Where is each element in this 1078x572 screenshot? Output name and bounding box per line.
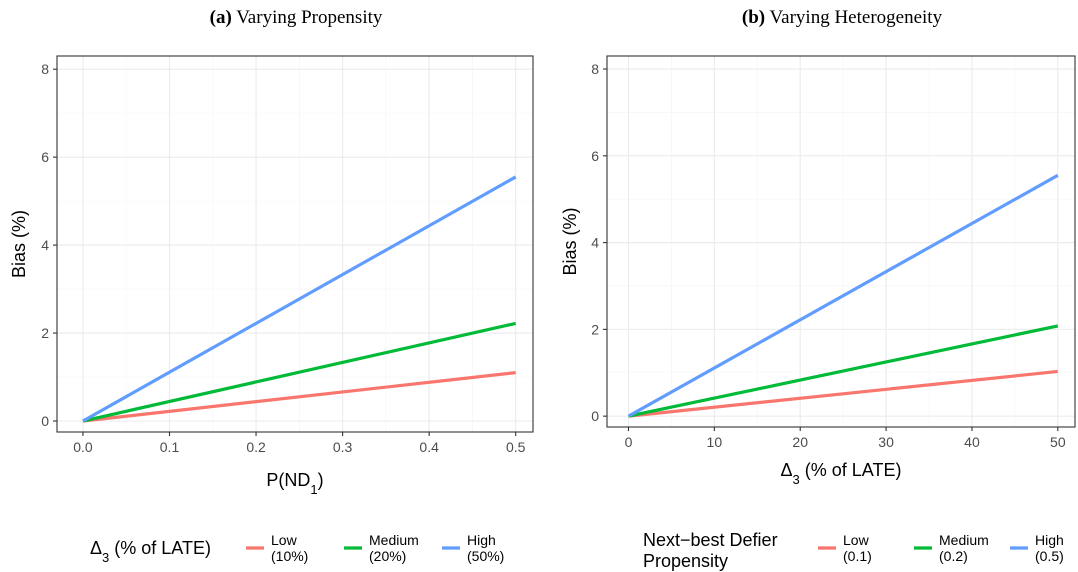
legend-label-line2: (0.2) [939, 548, 968, 564]
y-tick-label: 6 [591, 148, 599, 164]
y-tick-label: 4 [591, 235, 599, 251]
series-line-medium [82, 321, 517, 423]
legend-label-line2: (0.5) [1035, 548, 1064, 564]
x-tick-label: 0.0 [73, 439, 93, 455]
x-tick-label: 0.1 [160, 439, 180, 455]
legend-title-main: Δ [90, 538, 102, 558]
legend-label-line2: (20%) [369, 548, 406, 564]
y-axis-label: Bias (%) [560, 207, 580, 275]
legend-title-line2: Propensity [643, 551, 728, 571]
x-axis-label-main: Δ [781, 460, 793, 480]
plot-background [607, 56, 1075, 427]
legend: Δ3 (% of LATE) Low(10%) Medium(20%) High(50… [90, 532, 504, 565]
x-axis-label: P(ND1) [266, 470, 323, 497]
x-tick-label: 20 [792, 434, 808, 450]
x-axis-label-main: P(ND [266, 470, 310, 490]
legend-label-line2: (10%) [271, 548, 308, 564]
series-line-high [82, 175, 517, 423]
panel-a: (a) Varying Propensity 0.0 0.1 0.2 0.3 0.4 0.5… [9, 7, 534, 565]
y-axis-label: Bias (%) [9, 210, 29, 278]
plot-background [57, 56, 533, 432]
panel-title-tag: (a) [210, 7, 232, 28]
series-line-medium [628, 324, 1059, 418]
x-tick-label: 30 [878, 434, 894, 450]
x-tick-label: 0.2 [246, 439, 266, 455]
legend-label-line1: Medium [369, 532, 419, 548]
panel-title-tag: (b) [742, 7, 765, 28]
y-tick-label: 2 [41, 325, 49, 341]
x-tick-label: 50 [1050, 434, 1066, 450]
x-axis-label-sub: 1 [310, 482, 317, 497]
panel-title-text: Varying Heterogeneity [765, 7, 942, 28]
legend-title: Δ3 (% of LATE) [90, 538, 211, 565]
x-tick-label: 0.5 [506, 439, 526, 455]
x-tick-label: 0.3 [333, 439, 353, 455]
legend-title-sub: 3 [102, 550, 109, 565]
x-tick-label: 40 [964, 434, 980, 450]
series-line-high [627, 173, 1059, 418]
legend-label-line1: Medium [939, 532, 989, 548]
legend-title-line1: Next−best Defier [643, 530, 778, 550]
panel-title: (a) Varying Propensity [210, 7, 383, 28]
y-tick-label: 0 [591, 408, 599, 424]
legend-label-line1: High [1035, 532, 1064, 548]
panel-title: (b) Varying Heterogeneity [742, 7, 943, 28]
x-axis-label-end: ) [318, 470, 324, 490]
y-tick-label: 6 [41, 149, 49, 165]
legend-label-line2: (0.1) [843, 548, 872, 564]
y-tick-label: 8 [41, 61, 49, 77]
y-tick-label: 4 [41, 237, 49, 253]
y-tick-label: 8 [591, 61, 599, 77]
panel-border [56, 55, 534, 433]
x-axis-label-end: (% of LATE) [800, 460, 902, 480]
y-tick-label: 2 [591, 321, 599, 337]
legend-label-line2: (50%) [467, 548, 504, 564]
legend-label-line1: Low [843, 532, 870, 548]
x-tick-label: 0 [625, 434, 633, 450]
legend-label-line1: Low [271, 532, 298, 548]
y-tick-label: 0 [41, 413, 49, 429]
series-line-low [82, 371, 516, 423]
series-line-low [628, 369, 1058, 418]
x-tick-label: 0.4 [419, 439, 439, 455]
panel-border [606, 55, 1076, 428]
panel-b: (b) Varying Heterogeneity 0 10 20 30 40 50 0 2 4 6… [560, 7, 1076, 571]
x-axis-label-sub: 3 [793, 472, 800, 487]
x-tick-label: 10 [707, 434, 723, 450]
x-axis-label: Δ3 (% of LATE) [781, 460, 902, 487]
legend-title-end: (% of LATE) [109, 538, 211, 558]
panel-title-text: Varying Propensity [232, 7, 383, 28]
legend-label-line1: High [467, 532, 496, 548]
